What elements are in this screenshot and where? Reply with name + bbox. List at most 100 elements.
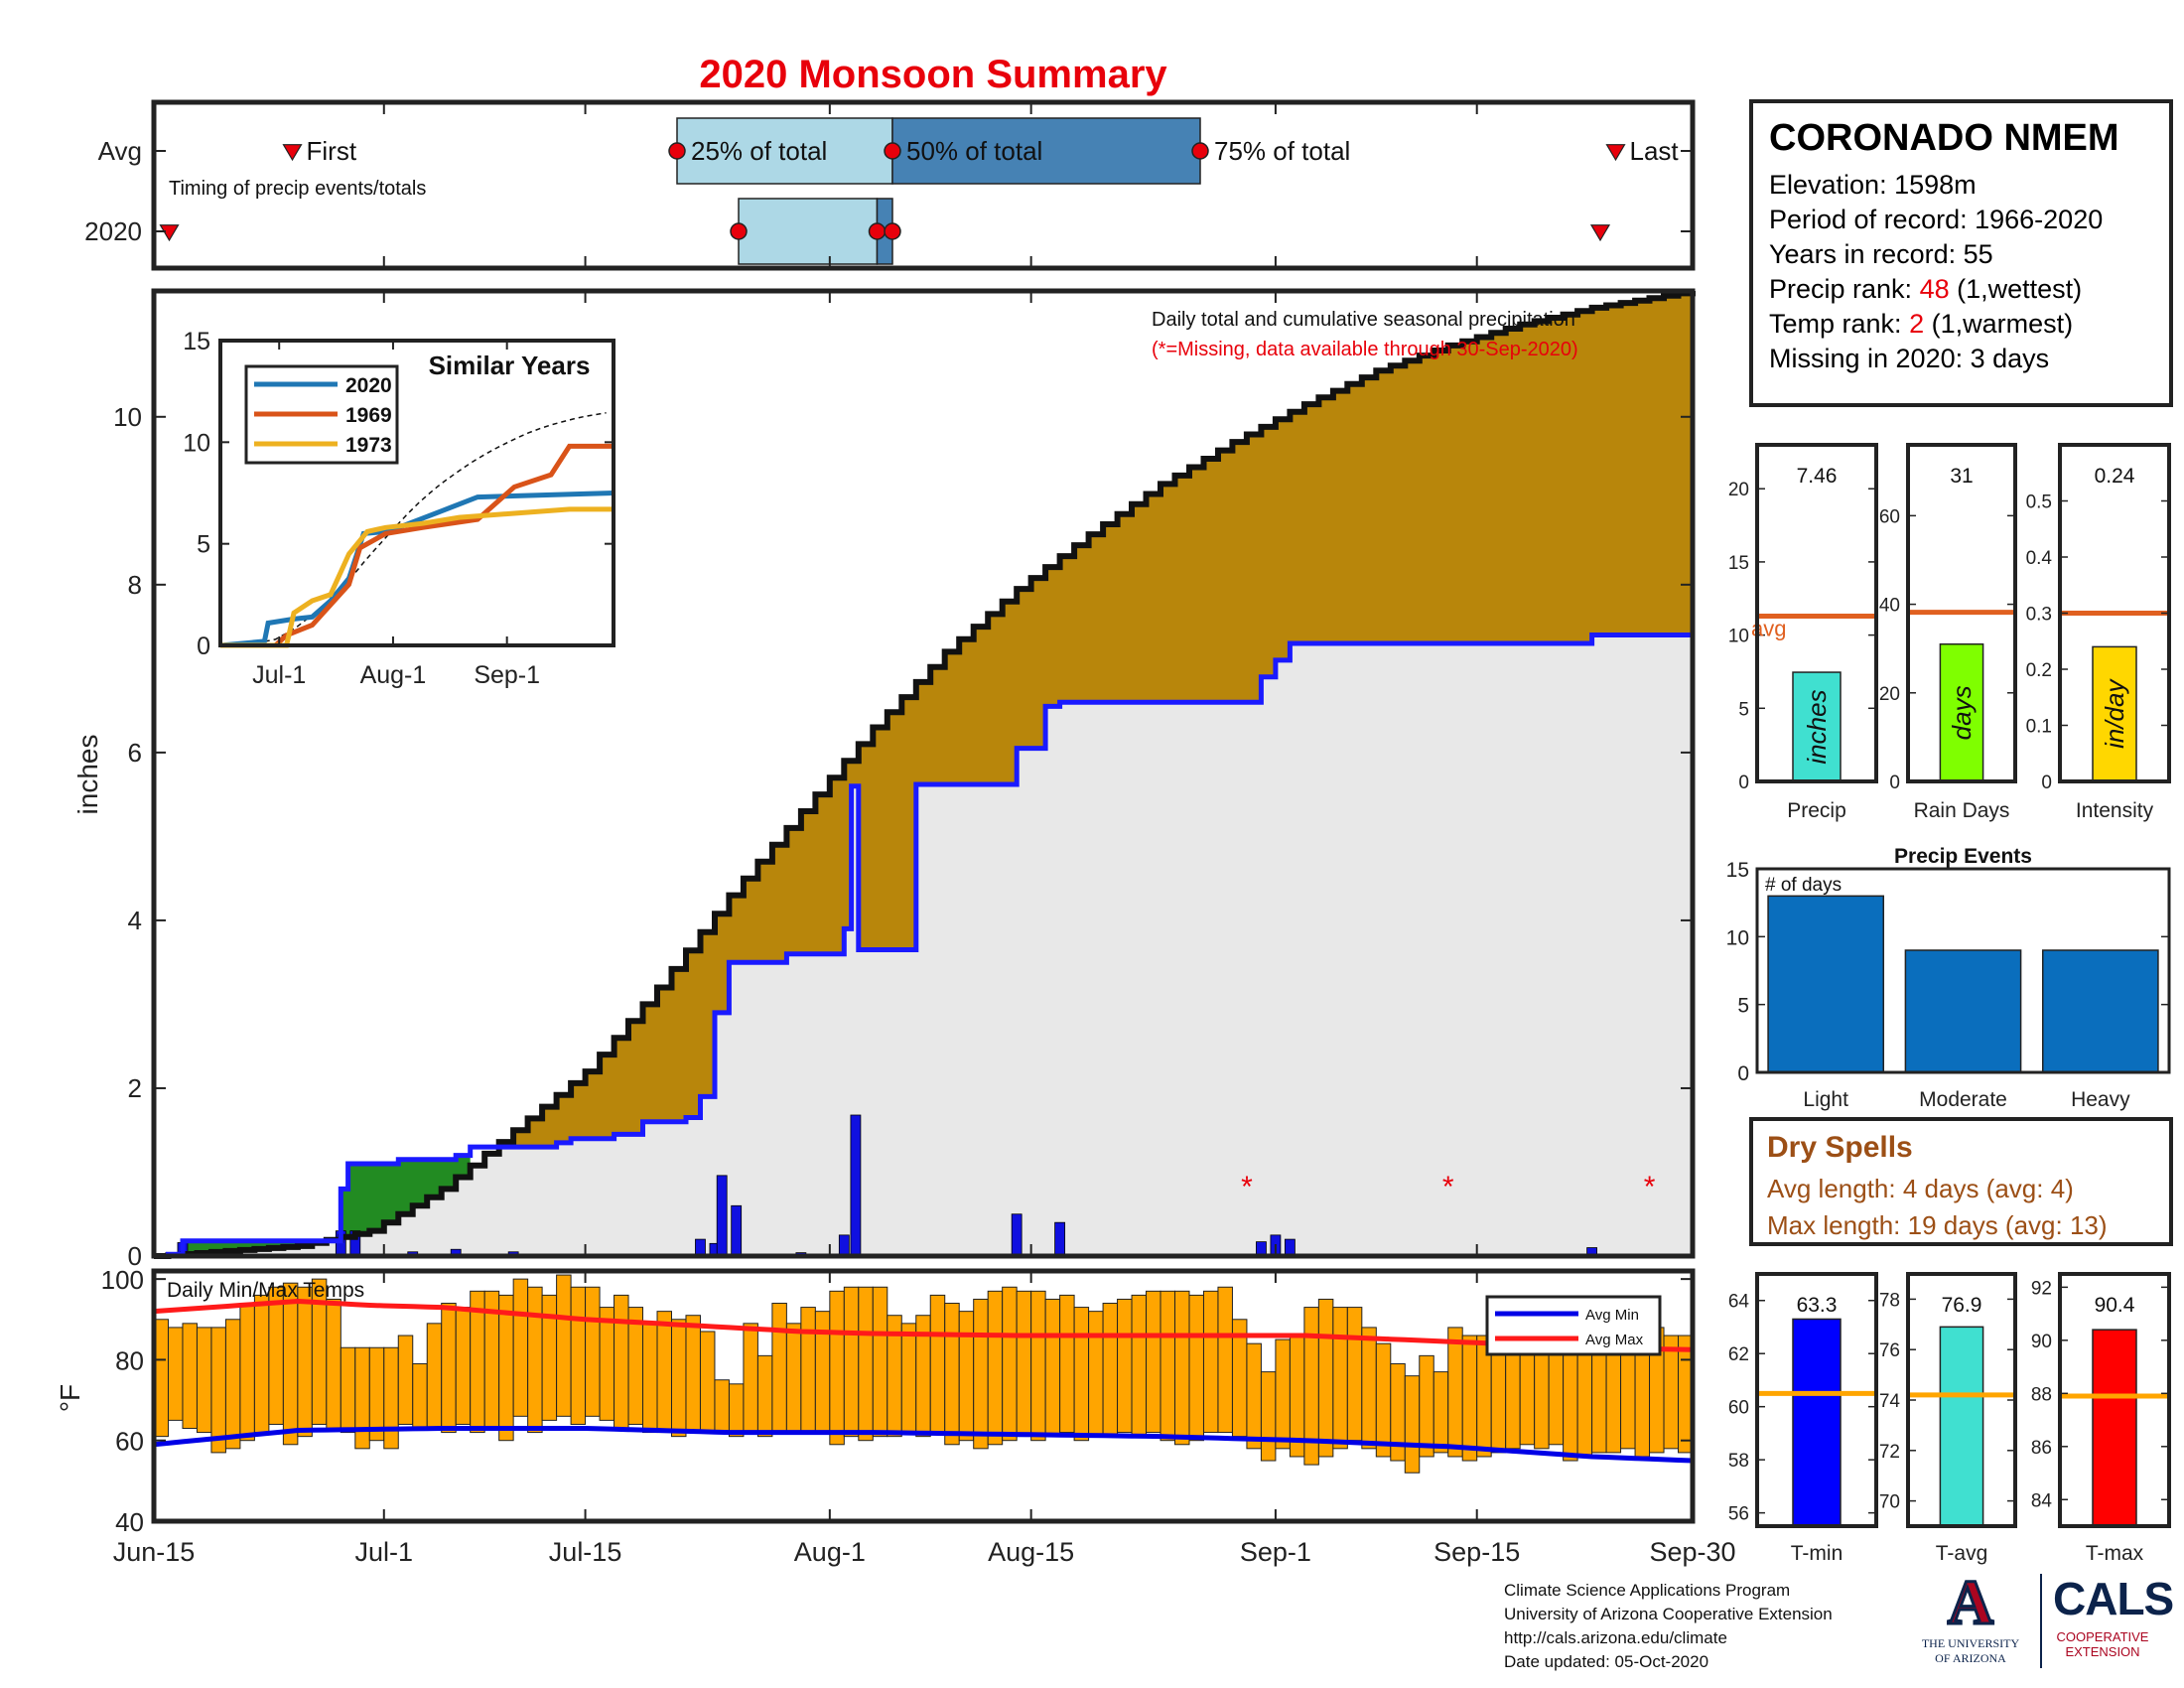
cals-logo: CALS COOPERATIVE EXTENSION [2053,1573,2174,1659]
daily-temp-bar [210,1327,226,1454]
tbar-frame-T-min [1755,1272,1878,1528]
temp-y-label: 100 [101,1265,144,1295]
daily-temp-bar [814,1311,831,1434]
dry-spells-title: Dry Spells [1767,1131,1913,1164]
p25-label: 25% of total [691,136,827,166]
daily-temp-bar [412,1362,428,1430]
inset-x-label: Jul-1 [252,661,306,689]
temp-rank-value: 2 [1909,309,1925,339]
daily-temp-bar [1317,1298,1334,1458]
events-x-label: Light [1803,1088,1848,1111]
daily-temp-bar [383,1346,399,1450]
x-tick-label: Jun-15 [113,1537,196,1567]
daily-temp-bar [785,1323,802,1434]
summary-frame-Intensity [2058,443,2171,783]
inset-x-label: Sep-1 [474,661,540,689]
daily-temp-bar [340,1346,356,1434]
summary-y-label: 15 [1728,553,1749,574]
avg-p50-marker [884,142,901,160]
daily-precip-bar [716,1175,728,1257]
daily-temp-bar [929,1294,946,1434]
daily-temp-bar [1030,1290,1046,1442]
inset-y-label: 10 [183,429,210,457]
summary-unit-Precip: inches [1802,689,1832,764]
daily-temp-bar [224,1319,241,1450]
daily-temp-bar [1002,1286,1018,1442]
tbar-y-label: 88 [2031,1384,2052,1405]
daily-temp-bar [1131,1294,1148,1438]
daily-temp-bar [182,1323,198,1430]
base-under-2020 [154,634,1693,1256]
summary-y-label: 0 [1738,773,1749,793]
daily-temp-bar [872,1286,888,1438]
summary-bar-Intensity [2092,645,2137,782]
daily-temp-bar [756,1354,773,1438]
daily-temp-bar [1447,1327,1463,1458]
footer-credits: Climate Science Applications Program Uni… [1504,1579,1833,1674]
tbar-y-label: 56 [1728,1504,1749,1525]
station-name: CORONADO NMEM [1769,117,2119,159]
summary-y-label: 0.2 [2026,660,2052,681]
similar-years-inset: 0 5 10 15 Jul-1 Aug-1 Sep-1 Similar Years 2020 19… [183,328,615,689]
y2020-first-marker [159,224,180,242]
inset-legend-label-2020: 2020 [345,374,392,397]
daily-temp-bar [1102,1303,1119,1438]
x-tick-label: Sep-15 [1433,1537,1520,1567]
footer-university: University of Arizona Cooperative Extens… [1504,1605,1833,1623]
events-note: # of days [1765,875,1842,896]
events-bar-Light [1767,895,1885,1073]
daily-temp-bar [239,1303,255,1442]
daily-temp-bar [1246,1342,1262,1450]
daily-temp-bar [1188,1294,1204,1442]
y2020-last-marker [1589,224,1611,242]
daily-temp-bar [1461,1335,1478,1462]
legend-label-avg-min: Avg Min [1585,1307,1639,1324]
daily-temp-bar [1375,1342,1392,1458]
tbar-T-min [1792,1318,1842,1527]
avg-p25-marker [668,142,686,160]
elevation-line: Elevation: 1598m [1769,170,1977,200]
daily-temp-bar [958,1311,975,1442]
summary-label-Rain Days: Rain Days [1914,799,2010,822]
y-tick-label: 8 [128,570,142,600]
dry-avg-length: Avg length: 4 days (avg: 4) [1767,1174,2074,1203]
daily-temp-bar [1548,1342,1565,1446]
daily-temp-bar [1073,1307,1090,1442]
missing-day-marker: * [1644,1171,1656,1203]
daily-temp-bar [1217,1286,1233,1434]
daily-temp-bar [743,1323,758,1434]
footer-url[interactable]: http://cals.arizona.edu/climate [1504,1628,1727,1647]
summary-y-label: 20 [1728,480,1749,500]
temps-panel: 40 60 80 100 °F Jun-15 Jul-1 Jul-15 Aug-1 Aug-15 S… [55,1265,1736,1567]
tbar-y-label: 70 [1879,1492,1900,1513]
daily-temp-bar [268,1286,284,1425]
daily-temp-bar [685,1315,701,1434]
x-tick-label: Aug-15 [988,1537,1074,1567]
daily-temp-bar [426,1323,443,1430]
tbar-value-T-max: 90.4 [2095,1294,2135,1317]
inset-frame [218,339,615,647]
daily-precip-bar [731,1204,743,1257]
temp-rank-line: Temp rank: 2 (1,warmest) [1769,309,2074,339]
daily-temp-bar [1117,1298,1133,1434]
inset-title: Similar Years [429,351,591,380]
daily-temp-bar [1088,1311,1104,1438]
dry-spells-box: Dry Spells Avg length: 4 days (avg: 4) M… [1749,1117,2173,1246]
summary-y-label: 10 [1728,627,1749,647]
summary-label-Intensity: Intensity [2076,799,2154,822]
temp-y-axis-label: °F [55,1384,85,1412]
x-tick-label: Sep-30 [1649,1537,1735,1567]
daily-temp-bar [728,1383,745,1438]
daily-temp-bar [455,1307,472,1425]
daily-precip-bar [1284,1238,1296,1257]
tbar-y-label: 84 [2031,1490,2053,1511]
daily-precip-bar [1054,1221,1066,1257]
summary-y-label: 40 [1879,596,1900,617]
dry-max-length: Max length: 19 days (avg: 13) [1767,1210,2108,1240]
y-tick-label: 6 [128,738,142,768]
period-line: Period of record: 1966-2020 [1769,205,2104,234]
figure-title: 2020 Monsoon Summary [699,53,1167,96]
avg-first-marker [282,144,303,162]
tbar-label-T-max: T-max [2086,1542,2144,1565]
